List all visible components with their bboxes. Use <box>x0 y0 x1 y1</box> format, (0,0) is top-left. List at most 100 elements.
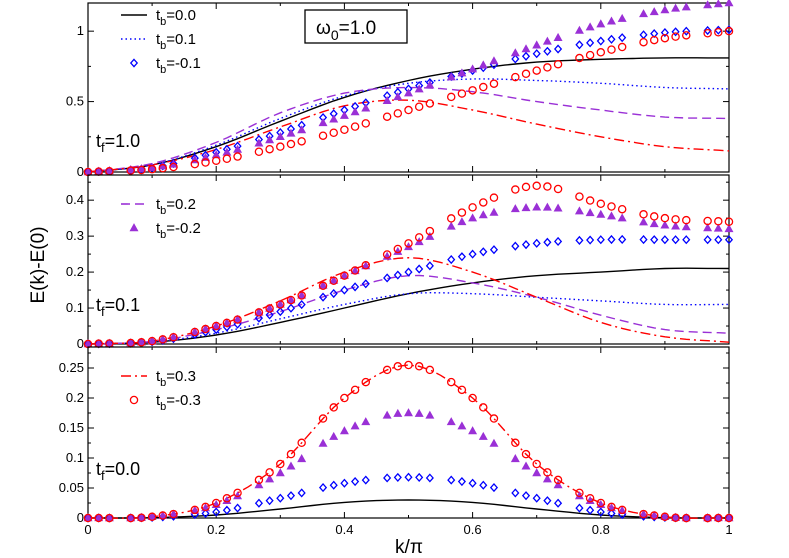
data-point <box>211 156 221 165</box>
data-point <box>382 365 392 375</box>
data-point <box>617 13 627 22</box>
data-point <box>297 137 306 146</box>
data-point <box>468 249 477 259</box>
legend-label-sub: b <box>160 401 166 413</box>
data-point <box>671 27 680 37</box>
data-point <box>724 217 734 226</box>
data-point <box>340 478 349 488</box>
data-point <box>724 235 734 245</box>
data-point <box>457 208 467 217</box>
data-point <box>254 498 264 508</box>
data-point <box>137 164 146 174</box>
legend-label-main: t <box>156 31 161 48</box>
data-point <box>126 513 136 522</box>
data-point <box>468 203 477 212</box>
legend-entry: tb=0.3 <box>121 368 196 389</box>
data-point <box>137 513 146 522</box>
data-point <box>415 264 424 274</box>
data-point <box>318 281 328 291</box>
data-point <box>489 193 499 202</box>
data-point <box>511 54 520 64</box>
y-tick-label: 0.3 <box>66 228 84 243</box>
data-point <box>660 5 670 14</box>
data-point <box>414 233 424 242</box>
data-point <box>275 131 285 140</box>
data-point <box>329 431 339 440</box>
series-line-tb01 <box>87 78 730 173</box>
data-point <box>724 26 734 36</box>
data-point <box>158 510 168 519</box>
y-tick-label: 0 <box>77 510 84 525</box>
data-point <box>639 509 648 519</box>
data-point <box>575 235 584 245</box>
data-point <box>532 459 541 469</box>
data-point <box>639 30 648 40</box>
data-point <box>361 279 370 289</box>
data-point <box>190 327 200 336</box>
data-point <box>233 315 242 324</box>
data-point <box>586 38 595 48</box>
data-point <box>575 488 584 498</box>
data-point <box>703 513 713 522</box>
data-point <box>543 496 552 506</box>
series-group <box>83 0 734 177</box>
legend-label: tb=-0.3 <box>156 392 201 413</box>
data-point <box>404 408 413 417</box>
data-point <box>682 235 691 245</box>
data-point <box>393 472 402 482</box>
data-point <box>543 468 552 477</box>
data-point <box>201 158 210 167</box>
data-point <box>318 280 328 289</box>
data-point <box>275 299 285 308</box>
data-point <box>660 33 670 43</box>
data-point <box>425 410 435 419</box>
data-point <box>104 513 114 522</box>
data-point <box>660 511 670 520</box>
data-point <box>532 49 541 59</box>
data-point <box>404 267 413 277</box>
series-markers-tbm01 <box>83 25 734 177</box>
data-point <box>276 493 285 503</box>
data-point <box>457 476 466 487</box>
data-point <box>382 95 392 105</box>
data-point <box>201 502 210 512</box>
data-point <box>233 488 242 498</box>
data-point <box>286 491 296 501</box>
data-point <box>618 234 627 245</box>
data-point <box>446 417 456 426</box>
data-point <box>553 184 563 194</box>
data-point <box>681 513 691 522</box>
legend-swatch <box>129 395 139 405</box>
data-point <box>265 304 274 313</box>
data-point <box>671 513 680 522</box>
data-point <box>265 144 274 154</box>
data-point <box>340 125 349 135</box>
data-point <box>147 336 157 346</box>
data-point <box>393 92 403 101</box>
omega-label-main: ω <box>316 18 331 39</box>
data-point <box>201 508 210 519</box>
panel-label-sub: f <box>101 304 105 319</box>
plot-frame <box>87 2 730 173</box>
data-point <box>511 488 520 498</box>
legend-entry: tb=0.1 <box>121 31 196 52</box>
data-point <box>318 292 328 302</box>
data-point <box>211 150 221 159</box>
data-point <box>286 449 296 459</box>
series-line-tb0 <box>88 499 729 519</box>
legend-label-tail: =-0.1 <box>166 55 201 72</box>
x-axis-label: k/π <box>395 537 423 558</box>
data-point <box>169 332 178 342</box>
legend-label: tb=0.3 <box>156 368 196 389</box>
data-point <box>446 221 456 230</box>
legend-label-main: t <box>156 7 161 24</box>
data-point <box>447 254 456 265</box>
panel-label: tf=0.1 <box>96 295 140 319</box>
data-point <box>393 109 403 118</box>
panel-label-sub: f <box>101 468 105 483</box>
data-point <box>511 72 520 82</box>
data-point <box>126 164 136 174</box>
legend-label-sub: b <box>160 16 166 28</box>
data-point <box>404 239 413 248</box>
data-point <box>222 154 232 163</box>
